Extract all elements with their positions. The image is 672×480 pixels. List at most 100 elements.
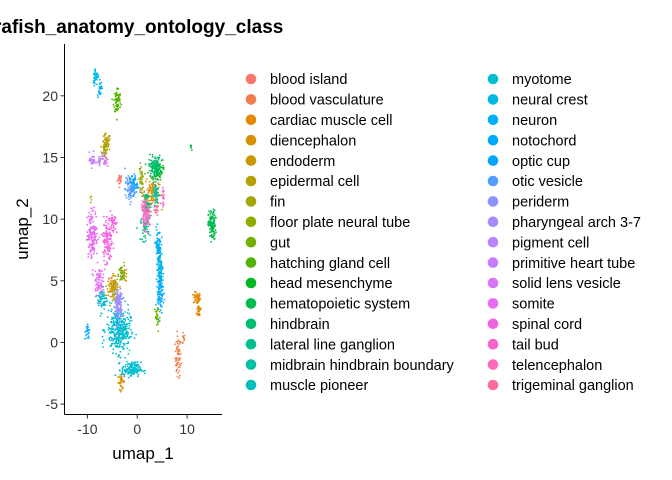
series-hematopoietic-system: [189, 144, 218, 243]
data-point: [162, 189, 165, 192]
data-point: [115, 352, 118, 355]
data-point: [210, 234, 213, 237]
data-point: [157, 321, 160, 323]
data-point: [125, 176, 127, 179]
data-point: [99, 78, 101, 81]
data-point: [161, 203, 164, 205]
legend-key: [245, 73, 257, 85]
data-point: [157, 252, 160, 255]
data-point: [117, 376, 120, 379]
data-point: [118, 182, 121, 184]
data-point: [88, 238, 91, 241]
data-point: [155, 278, 158, 281]
legend-key: [487, 216, 499, 228]
data-point: [89, 201, 92, 204]
data-point: [125, 273, 128, 275]
data-point: [151, 176, 154, 178]
data-point: [87, 237, 90, 240]
data-point: [104, 132, 107, 135]
data-point: [110, 295, 113, 298]
data-point: [96, 78, 98, 81]
data-point: [101, 276, 104, 279]
data-point: [99, 155, 102, 158]
data-point: [121, 321, 123, 324]
data-point: [156, 166, 159, 169]
data-point: [144, 163, 147, 166]
data-point: [92, 159, 95, 161]
data-point: [143, 199, 146, 201]
data-point: [104, 221, 107, 224]
data-point: [156, 162, 159, 165]
data-point: [127, 309, 130, 311]
data-point: [148, 223, 151, 225]
data-point: [143, 372, 146, 375]
data-point: [159, 260, 162, 263]
data-point: [104, 246, 107, 249]
data-point: [132, 180, 135, 183]
data-point: [119, 356, 122, 359]
data-point: [88, 245, 90, 248]
data-point: [111, 316, 113, 319]
x-tick-label: 10: [179, 421, 195, 437]
data-point: [142, 195, 145, 198]
data-point: [214, 224, 217, 227]
data-point: [102, 251, 104, 254]
legend-item: gut: [245, 235, 290, 251]
data-point: [104, 331, 106, 334]
data-point: [161, 295, 164, 297]
data-point: [116, 118, 118, 121]
data-point: [143, 227, 146, 229]
data-point: [110, 339, 112, 342]
data-point: [161, 186, 164, 189]
data-point: [161, 208, 163, 211]
data-point: [115, 107, 117, 110]
data-point: [93, 84, 96, 87]
data-point: [118, 99, 121, 102]
legend-label: hatching gland cell: [270, 256, 390, 272]
data-point: [147, 171, 149, 174]
data-point: [111, 229, 114, 232]
data-point: [127, 303, 129, 306]
data-point: [175, 358, 178, 360]
data-point: [211, 215, 214, 218]
data-point: [147, 218, 150, 221]
data-point: [103, 255, 105, 258]
data-point: [91, 156, 93, 159]
data-point: [160, 311, 163, 314]
data-point: [146, 214, 149, 217]
data-point: [163, 194, 166, 196]
data-point: [157, 183, 160, 186]
data-point: [116, 97, 119, 100]
data-point: [146, 198, 149, 201]
data-point: [156, 307, 159, 309]
data-point: [212, 224, 214, 227]
data-point: [95, 226, 97, 229]
data-point: [147, 225, 150, 228]
data-point: [157, 319, 160, 321]
data-point: [105, 285, 107, 287]
data-point: [146, 228, 149, 231]
data-point: [95, 83, 98, 86]
data-point: [178, 377, 181, 380]
legend-label: optic cup: [512, 154, 570, 170]
data-point: [145, 221, 147, 224]
data-point: [95, 274, 98, 276]
data-point: [160, 275, 163, 278]
data-point: [114, 296, 116, 299]
data-point: [108, 246, 110, 249]
data-point: [155, 252, 158, 255]
data-point: [119, 106, 121, 108]
data-point: [179, 374, 181, 377]
data-point: [108, 231, 111, 234]
y-tick-label: 20: [42, 88, 58, 104]
data-point: [118, 94, 120, 96]
data-point: [98, 164, 101, 167]
data-point: [91, 159, 93, 161]
data-point: [145, 225, 148, 228]
data-point: [144, 172, 146, 175]
data-point: [136, 360, 139, 363]
data-point: [108, 234, 111, 237]
data-point: [159, 250, 162, 253]
data-point: [157, 194, 160, 197]
data-point: [112, 247, 115, 250]
